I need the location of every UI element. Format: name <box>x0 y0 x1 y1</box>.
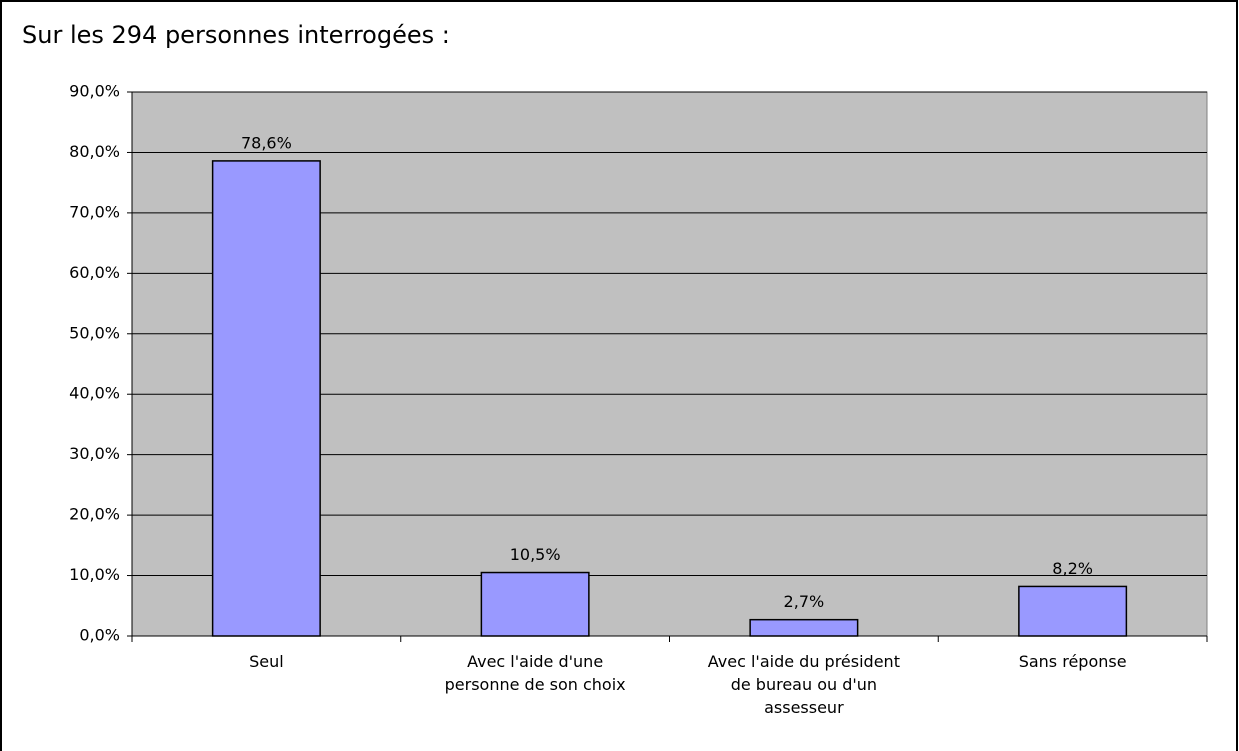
x-tick-label: Seul <box>249 652 284 671</box>
x-tick-label: Avec l'aide d'une personne de son choix <box>444 652 626 694</box>
chart-title: Sur les 294 personnes interrogées : <box>22 21 450 49</box>
bar <box>749 618 859 637</box>
data-label: 78,6% <box>241 133 292 152</box>
y-tick-label: 60,0% <box>69 263 120 282</box>
bar <box>1018 585 1128 637</box>
data-label: 8,2% <box>1052 559 1093 578</box>
x-tick-label: Avec l'aide du président de bureau ou d'… <box>707 652 900 717</box>
y-tick-label: 30,0% <box>69 444 120 463</box>
bar <box>211 160 321 637</box>
x-tick-label: Sans réponse <box>1018 652 1127 671</box>
y-tick-label: 40,0% <box>69 384 120 403</box>
y-tick-label: 0,0% <box>79 626 120 645</box>
y-tick-label: 80,0% <box>69 142 120 161</box>
data-label: 10,5% <box>510 545 561 564</box>
y-tick-label: 70,0% <box>69 202 120 221</box>
y-tick-label: 90,0% <box>69 82 120 101</box>
data-label: 2,7% <box>784 592 825 611</box>
bar <box>480 571 590 637</box>
y-tick-label: 10,0% <box>69 565 120 584</box>
y-tick-label: 20,0% <box>69 505 120 524</box>
y-tick-label: 50,0% <box>69 323 120 342</box>
